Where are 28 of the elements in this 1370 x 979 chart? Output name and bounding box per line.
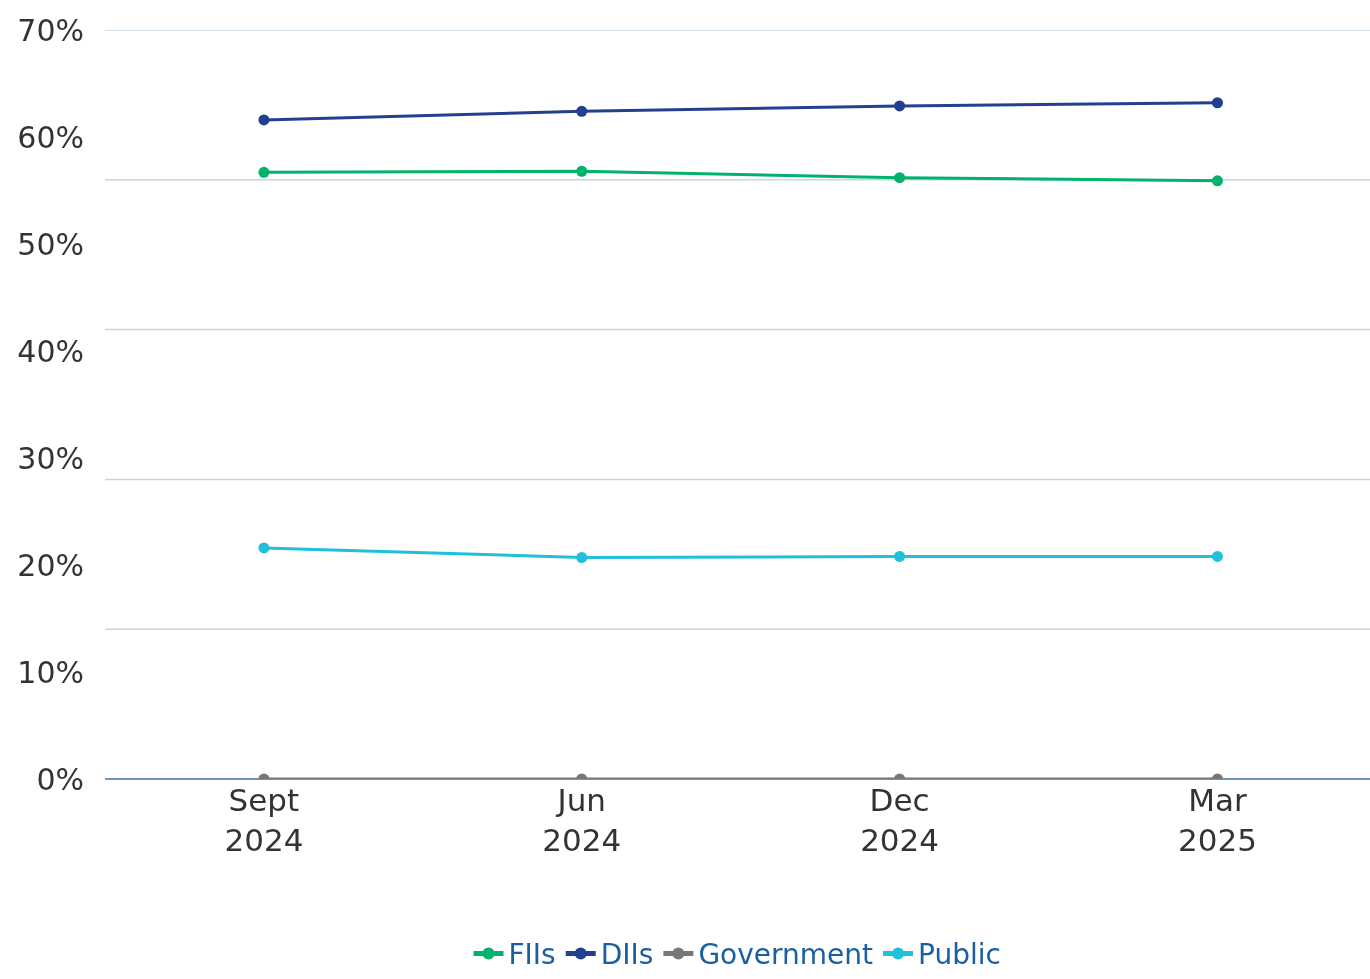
point [1211,550,1223,562]
legend-label: DIIs [600,938,654,972]
x-tick-label: Jun 2024 [542,782,622,859]
point [1211,97,1223,109]
point [1211,175,1223,187]
point [258,166,270,178]
point [894,172,906,184]
x-tick-label: Sept 2024 [224,782,304,859]
point [576,165,588,177]
legend-label: Public [918,938,1001,972]
y-tick-label: 70% [17,12,84,48]
legend-label: FIIs [508,938,556,972]
point [258,114,270,126]
point [258,542,270,554]
y-tick-label: 0% [36,761,84,797]
point [894,550,906,562]
y-tick-label: 60% [17,119,84,155]
y-tick-label: 30% [17,440,84,476]
point [576,105,588,117]
point [576,552,588,564]
y-tick-label: 40% [17,333,84,369]
legend-label: Government [698,938,874,972]
x-tick-label: Dec 2024 [860,782,940,859]
y-tick-label: 10% [17,654,84,690]
x-tick-label: Mar 2025 [1177,782,1257,859]
point [894,100,906,112]
y-tick-label: 20% [17,547,84,583]
y-tick-label: 50% [17,226,84,262]
